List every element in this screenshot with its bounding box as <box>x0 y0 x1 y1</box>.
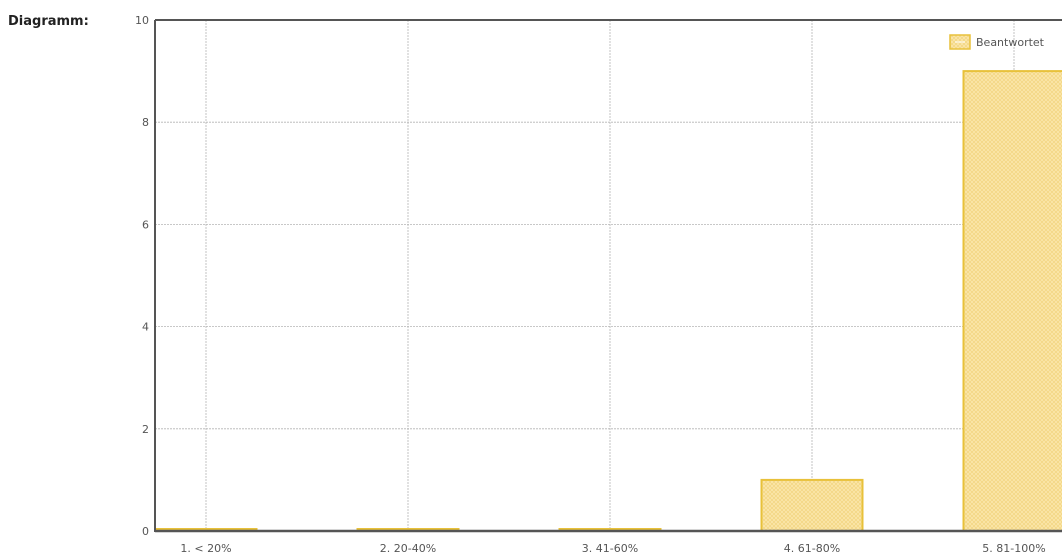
tick-labels: 0 2 4 6 8 10 1. < 20% 2. 20-40% 3. 41-60% 4. 61-8… <box>135 14 1046 555</box>
legend: Beantwortet <box>949 34 1045 50</box>
bar <box>760 478 864 532</box>
x-tick-label: 3. 41-60% <box>582 542 638 555</box>
diagram-label: Diagramm: <box>8 14 89 29</box>
y-tick-label: 8 <box>142 116 149 129</box>
legend-entry-label: Beantwortet <box>976 36 1045 49</box>
y-tick-label: 4 <box>142 321 149 334</box>
y-tick-label: 10 <box>135 14 149 27</box>
y-tick-label: 2 <box>142 423 149 436</box>
grid-lines <box>155 19 1062 531</box>
bars <box>154 70 1062 532</box>
y-tick-label: 0 <box>142 525 149 538</box>
x-tick-label: 4. 61-80% <box>784 542 840 555</box>
x-tick-label: 2. 20-40% <box>380 542 436 555</box>
bar <box>962 70 1062 532</box>
x-tick-label: 5. 81-100% <box>982 542 1045 555</box>
axes <box>154 19 1062 533</box>
y-tick-label: 6 <box>142 218 149 231</box>
x-tick-label: 1. < 20% <box>180 542 231 555</box>
